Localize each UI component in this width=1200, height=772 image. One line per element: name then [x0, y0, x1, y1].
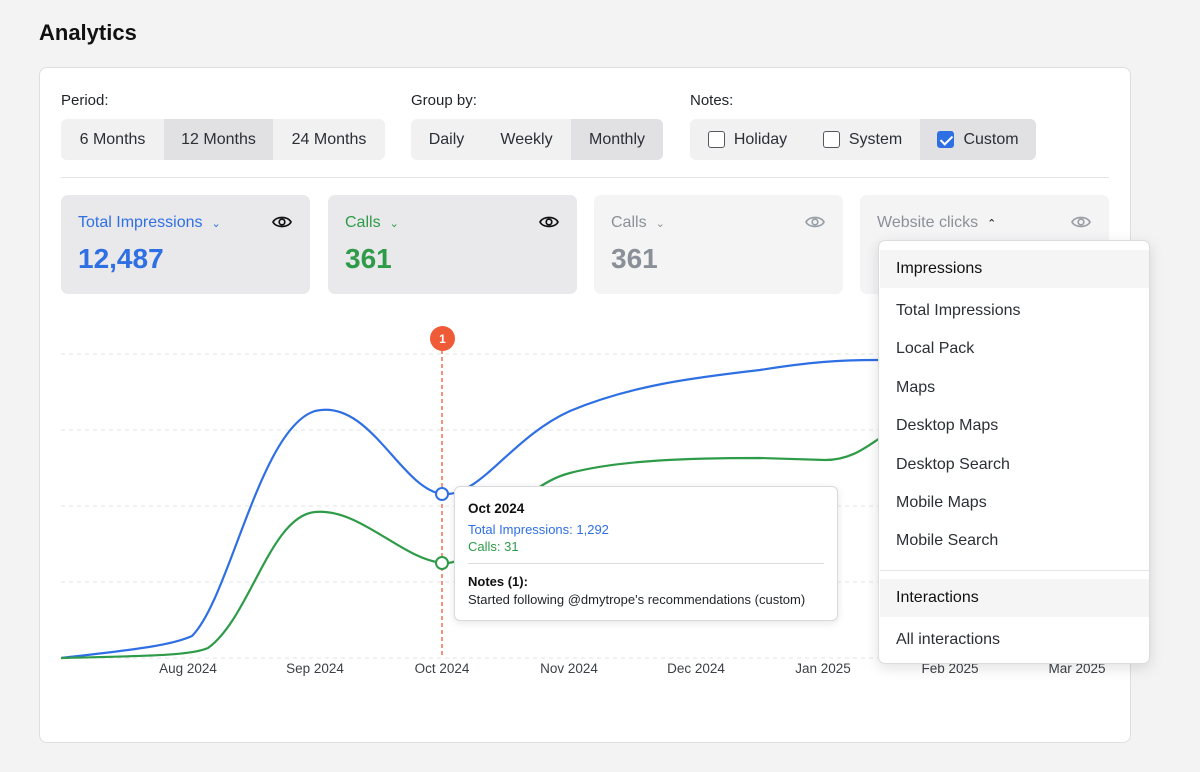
metric-label: Website clicks — [877, 214, 979, 231]
period-24-months-button[interactable]: 24 Months — [291, 130, 367, 148]
group-monthly-button[interactable]: Monthly — [571, 119, 663, 160]
metric-value: 361 — [345, 243, 392, 274]
tooltip-notes-title: Notes (1): — [468, 574, 528, 589]
checkbox-checked-icon — [937, 131, 955, 148]
group-daily-button[interactable]: Daily — [428, 130, 465, 148]
system-label: System — [848, 130, 903, 148]
chevron-up-icon: ⌃ — [987, 217, 997, 230]
metric-card-calls[interactable]: Calls ⌄ 361 — [328, 195, 577, 294]
chevron-down-icon: ⌄ — [211, 217, 221, 230]
notes-filter-group: Holiday System Custom — [690, 119, 1036, 160]
analytics-card: Period: 6 Months 12 Months 24 Months Gro… — [39, 67, 1150, 743]
group-by-label: Group by: — [411, 92, 477, 109]
holiday-checkbox[interactable]: Holiday — [690, 119, 805, 160]
system-checkbox[interactable]: System — [805, 119, 920, 160]
period-12-months-button[interactable]: 12 Months — [164, 119, 273, 160]
dropdown-item-total-impressions[interactable]: Total Impressions — [896, 302, 1021, 319]
notes-label: Notes: — [690, 92, 734, 109]
dropdown-section-header: Interactions — [880, 579, 1149, 617]
x-axis-tick: Oct 2024 — [414, 661, 470, 676]
custom-checkbox[interactable]: Custom — [920, 119, 1036, 160]
period-segmented-control: 6 Months 12 Months 24 Months — [61, 119, 385, 160]
calls-line — [60, 437, 881, 660]
metric-card-calls-inactive[interactable]: Calls ⌄ 361 — [594, 195, 843, 294]
dropdown-item-desktop-search[interactable]: Desktop Search — [896, 456, 1010, 473]
group-by-segmented-control: Daily Weekly Monthly — [411, 119, 663, 160]
tooltip-calls: Calls: 31 — [468, 539, 519, 554]
note-marker-badge[interactable]: 1 — [430, 326, 455, 351]
checkbox-unchecked-icon — [822, 131, 840, 148]
eye-icon[interactable] — [1071, 214, 1091, 230]
dropdown-item-mobile-maps[interactable]: Mobile Maps — [896, 494, 987, 511]
holiday-label: Holiday — [733, 130, 788, 148]
metric-selector[interactable]: Website clicks ⌃ — [877, 214, 996, 232]
x-axis-tick: Jan 2025 — [795, 661, 851, 676]
chevron-down-icon: ⌄ — [389, 217, 399, 230]
tooltip-divider — [468, 563, 824, 564]
hover-point-impressions[interactable] — [435, 487, 449, 501]
tooltip-impressions: Total Impressions: 1,292 — [468, 522, 609, 537]
dropdown-item-local-pack[interactable]: Local Pack — [896, 340, 975, 357]
x-axis-tick: Feb 2025 — [921, 661, 979, 676]
dropdown-item-mobile-search[interactable]: Mobile Search — [896, 532, 999, 549]
x-axis-tick: Dec 2024 — [667, 661, 725, 676]
dropdown-divider — [880, 570, 1149, 571]
eye-icon[interactable] — [272, 214, 292, 230]
checkbox-unchecked-icon — [707, 131, 725, 148]
metric-selector[interactable]: Calls ⌄ — [345, 214, 399, 232]
custom-label: Custom — [963, 130, 1019, 148]
dropdown-section-header: Impressions — [880, 250, 1149, 288]
metric-dropdown-menu: Impressions Total Impressions Local Pack… — [878, 240, 1150, 664]
divider — [61, 177, 1109, 178]
x-axis-tick: Nov 2024 — [540, 661, 598, 676]
x-axis-tick: Sep 2024 — [286, 661, 344, 676]
dropdown-item-maps[interactable]: Maps — [896, 379, 936, 396]
metric-label: Calls — [345, 214, 381, 231]
chevron-down-icon: ⌄ — [655, 217, 665, 230]
metric-value: 361 — [611, 243, 658, 274]
period-label: Period: — [61, 92, 109, 109]
dropdown-item-desktop-maps[interactable]: Desktop Maps — [896, 417, 999, 434]
metric-card-total-impressions[interactable]: Total Impressions ⌄ 12,487 — [61, 195, 310, 294]
hover-point-calls[interactable] — [435, 556, 449, 570]
x-axis-tick: Mar 2025 — [1048, 661, 1106, 676]
metric-selector[interactable]: Total Impressions ⌄ — [78, 214, 221, 232]
group-weekly-button[interactable]: Weekly — [500, 130, 553, 148]
dropdown-item-all-interactions[interactable]: All interactions — [896, 631, 1001, 648]
chart-tooltip: Oct 2024 Total Impressions: 1,292 Calls:… — [454, 486, 838, 621]
tooltip-note-text: Started following @dmytrope's recommenda… — [468, 592, 806, 607]
metric-label: Total Impressions — [78, 214, 203, 231]
metric-value: 12,487 — [78, 243, 164, 274]
period-6-months-button[interactable]: 6 Months — [79, 130, 146, 148]
eye-icon[interactable] — [539, 214, 559, 230]
eye-icon[interactable] — [805, 214, 825, 230]
metric-label: Calls — [611, 214, 647, 231]
metric-selector[interactable]: Calls ⌄ — [611, 214, 665, 232]
x-axis-tick: Aug 2024 — [159, 661, 217, 676]
page-title: Analytics — [39, 20, 137, 45]
tooltip-title: Oct 2024 — [468, 501, 525, 516]
